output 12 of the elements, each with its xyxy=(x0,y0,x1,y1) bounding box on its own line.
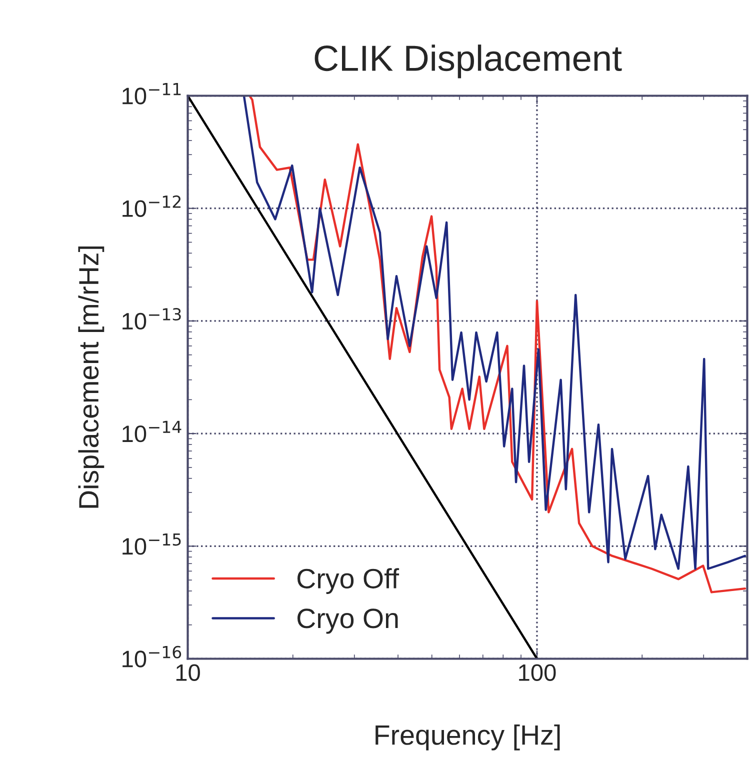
y-tick-label: 10$^{−15}$ xyxy=(122,533,181,555)
y-axis-title: Displacement [m/rHz] xyxy=(78,246,104,508)
legend-label: Cryo On xyxy=(297,608,398,634)
x-tick-label: 100 xyxy=(519,664,556,681)
y-tick-label: 10$^{−14}$ xyxy=(122,420,182,442)
x-axis-title: Frequency [Hz] xyxy=(376,724,560,750)
chart-title: CLIK Displacement xyxy=(314,44,622,78)
legend-label: Cryo Off xyxy=(297,568,400,594)
y-tick-label: 10$^{−12}$ xyxy=(122,195,181,217)
x-tick-label: 10 xyxy=(176,664,200,681)
y-tick-label: 10$^{−11}$ xyxy=(122,83,181,104)
y-tick-label: 10$^{−13}$ xyxy=(122,308,181,330)
